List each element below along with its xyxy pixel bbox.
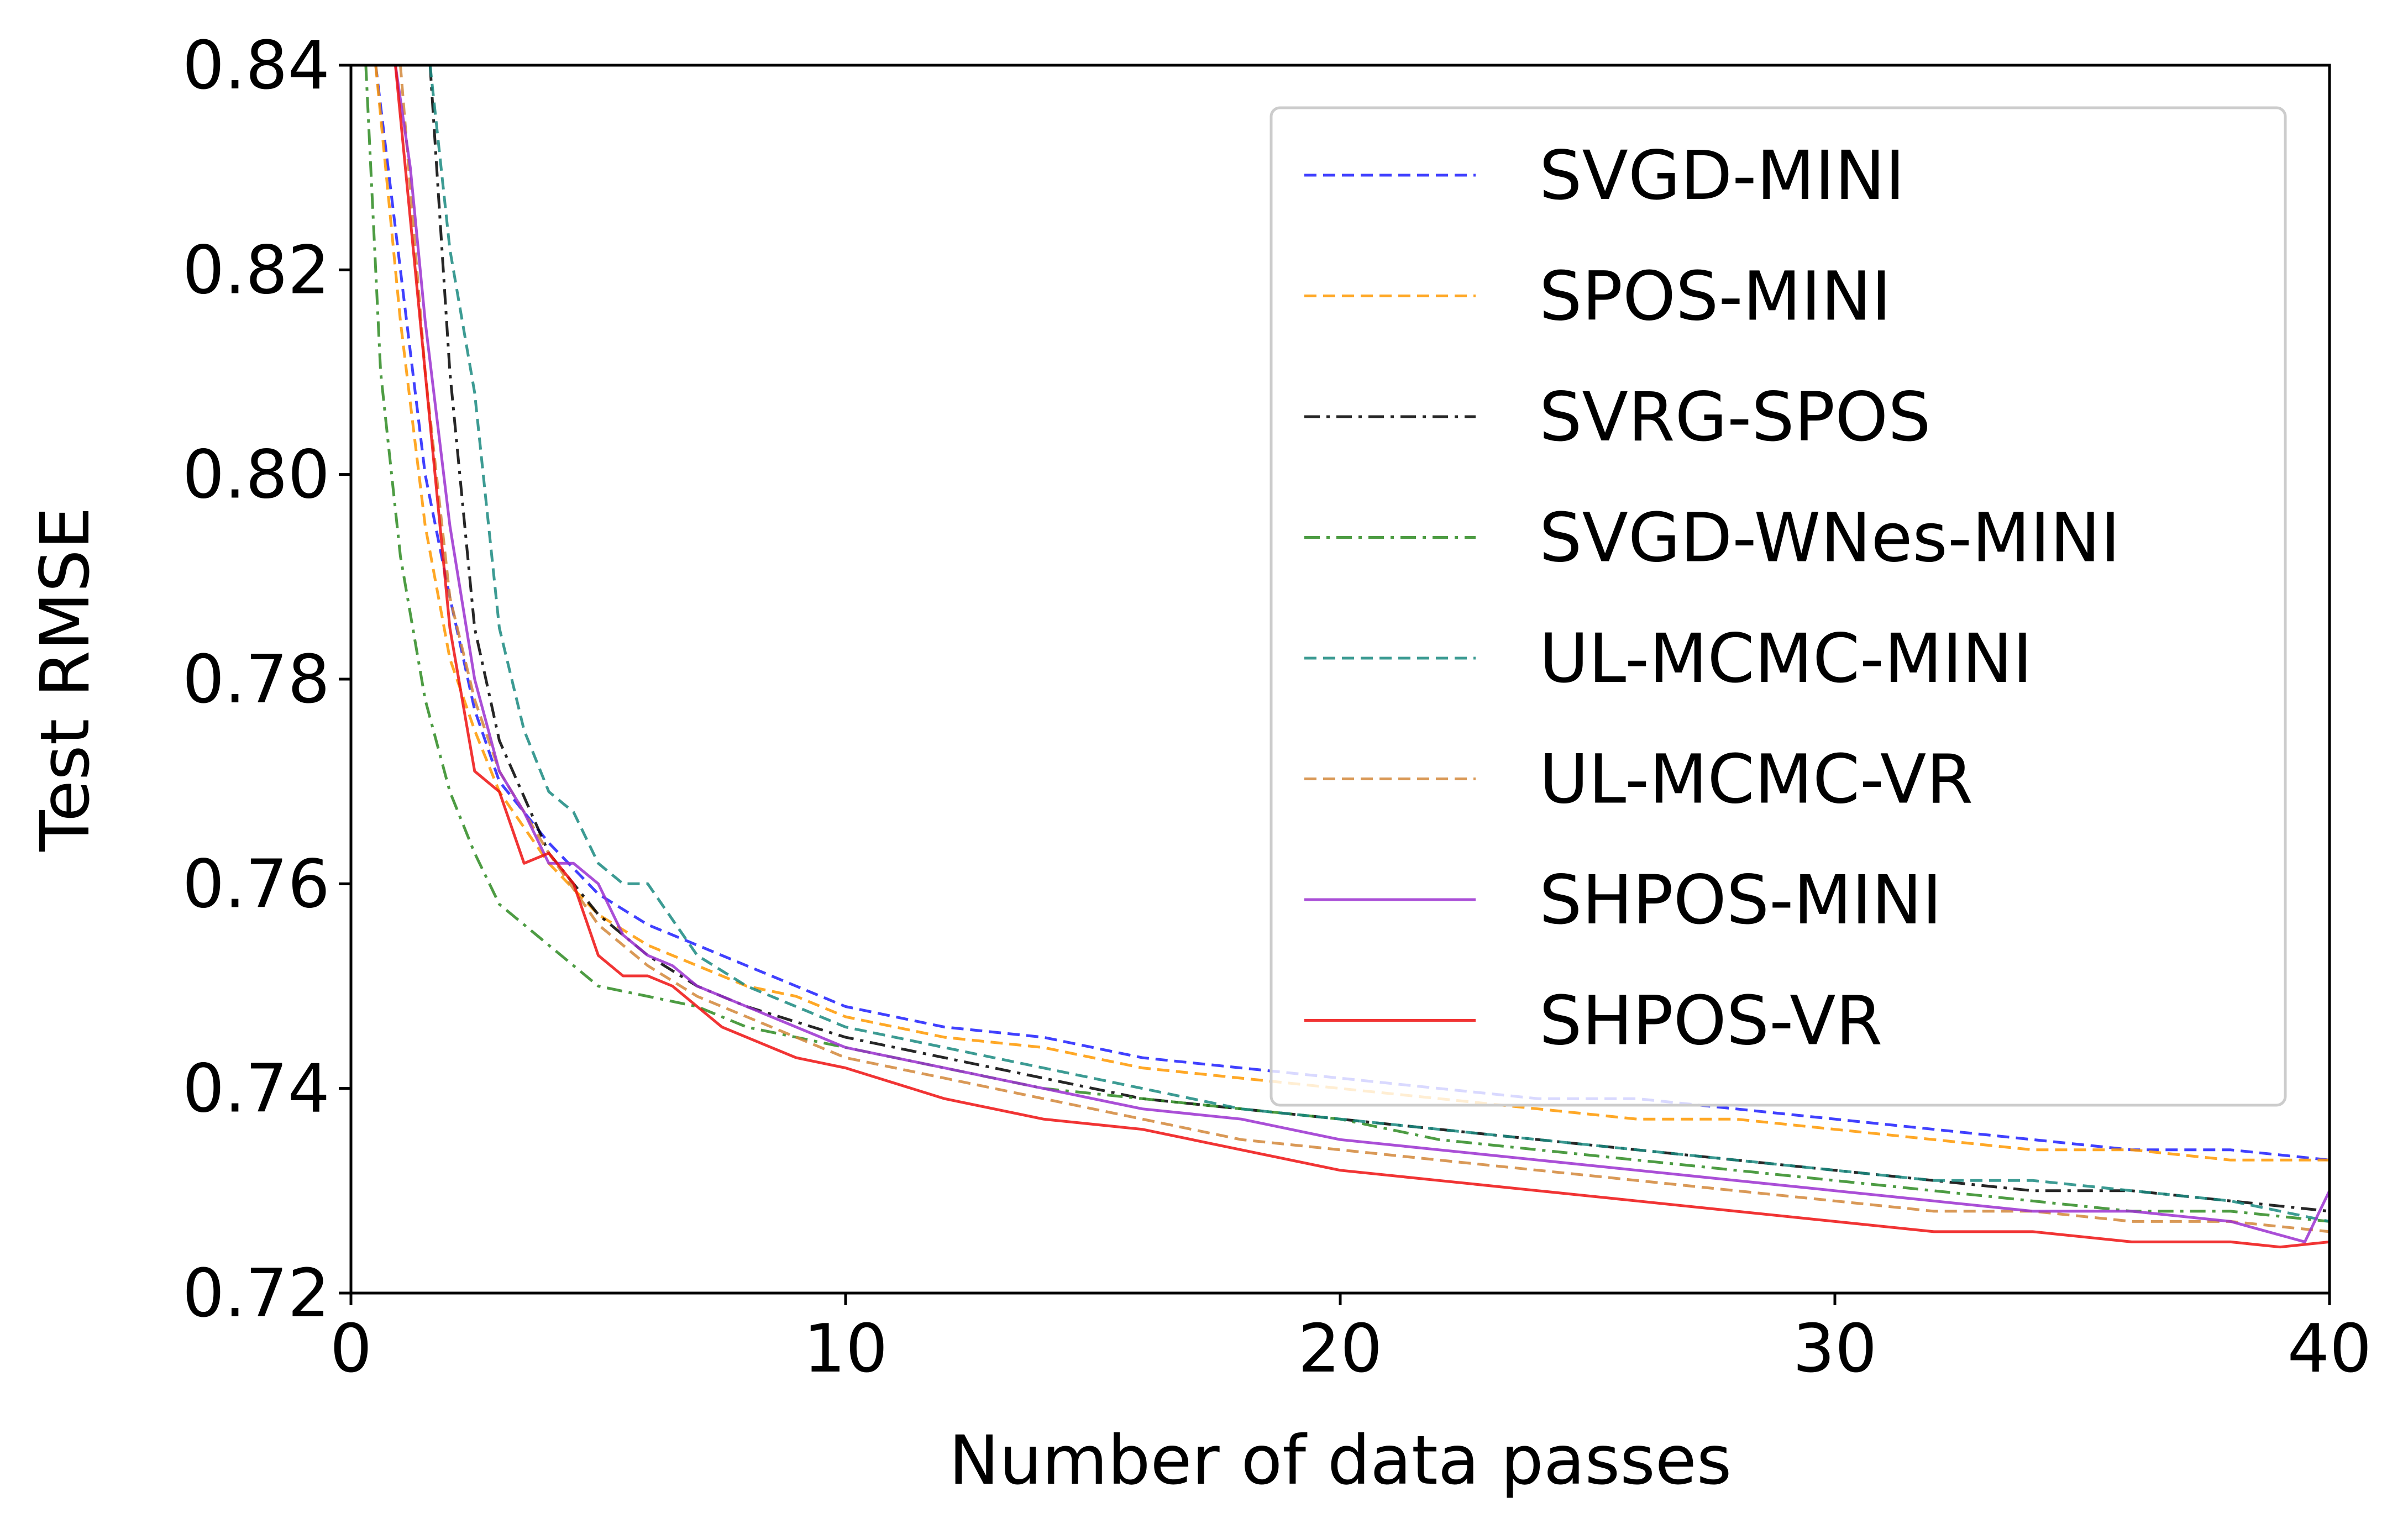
legend-label: UL-MCMC-MINI <box>1539 619 2033 698</box>
x-axis: 0 10 20 30 40 <box>330 1293 2372 1388</box>
series-layer <box>364 65 2330 1249</box>
x-tick-label: 20 <box>1298 1311 1383 1388</box>
x-tick-label: 0 <box>330 1311 372 1388</box>
series-line-shpos-vr <box>394 65 2330 1249</box>
legend-label: SVGD-MINI <box>1539 136 1905 215</box>
legend-label: SHPOS-VR <box>1539 982 1882 1060</box>
y-axis-label: Test RMSE <box>26 507 104 852</box>
y-tick-label: 0.74 <box>182 1051 330 1128</box>
series-line-ul-mcmc-mini <box>428 65 2330 1223</box>
legend-label: SHPOS-MINI <box>1539 861 1942 939</box>
y-axis: 0.72 0.74 0.76 0.78 0.80 0.82 0.84 <box>182 28 351 1332</box>
series-line-shpos-mini <box>394 65 2330 1243</box>
x-tick-label: 30 <box>1793 1311 1877 1388</box>
legend-label: SVRG-SPOS <box>1539 378 1931 456</box>
x-tick-label: 10 <box>804 1311 888 1388</box>
y-tick-label: 0.80 <box>182 437 330 514</box>
y-tick-label: 0.84 <box>182 28 330 104</box>
legend: SVGD-MINI SPOS-MINI SVRG-SPOS SVGD-WNes-MIN… <box>1269 106 2287 1107</box>
y-tick-label: 0.78 <box>182 642 330 718</box>
series-line-svgd-mini <box>374 65 2330 1162</box>
y-tick-label: 0.82 <box>182 232 330 309</box>
y-tick-label: 0.72 <box>182 1255 330 1332</box>
series-line-ul-mcmc-vr <box>399 65 2330 1233</box>
y-tick-label: 0.76 <box>182 846 330 923</box>
series-line-spos-mini <box>374 65 2330 1162</box>
series-line-svgd-wnes-mini <box>364 65 2330 1223</box>
x-axis-label: Number of data passes <box>949 1421 1732 1500</box>
legend-label: SPOS-MINI <box>1539 258 1891 336</box>
legend-box <box>1269 106 2287 1107</box>
x-tick-label: 40 <box>2288 1311 2372 1388</box>
legend-label: SVGD-WNes-MINI <box>1539 499 2120 577</box>
legend-label: UL-MCMC-VR <box>1539 740 1973 819</box>
